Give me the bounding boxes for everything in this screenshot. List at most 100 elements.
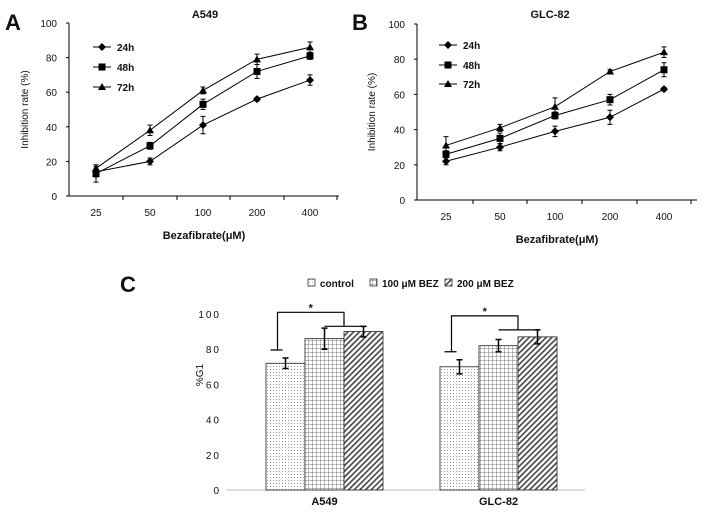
data-point-24h <box>660 85 668 94</box>
y-tick-label: 100 <box>40 19 57 30</box>
legend-label: 48h <box>117 63 134 74</box>
data-point-48h <box>146 142 154 150</box>
significance-bracket <box>270 311 366 351</box>
data-point-72h <box>146 126 154 134</box>
data-point-48h <box>496 134 504 142</box>
x-tick-label: A549 <box>311 496 337 508</box>
bar-control <box>439 366 480 491</box>
data-point-72h <box>442 141 450 149</box>
y-tick-label: 20 <box>46 157 58 168</box>
legend-marker-48h <box>98 63 106 71</box>
legend-label: control <box>320 279 354 290</box>
chart-panel-b: B GLC-82 0 20 40 60 80 100 25 50 100 200 400 Bezafibr… <box>352 9 697 246</box>
x-tick-label: 50 <box>494 212 506 223</box>
x-axis-label: Bezafibrate(μM) <box>516 234 599 246</box>
x-tick-label: GLC-82 <box>479 496 518 508</box>
chart-title: GLC-82 <box>530 9 569 21</box>
data-point-72h <box>253 55 261 63</box>
data-point-72h <box>606 67 614 75</box>
x-tick-label: 100 <box>547 212 564 223</box>
bar-100-μM-BEZ <box>478 345 519 491</box>
x-axis-label: Bezafibrate(μM) <box>163 230 246 242</box>
legend-marker-72h <box>98 83 106 90</box>
significance-marker: * <box>483 306 488 318</box>
data-point-48h <box>253 67 261 75</box>
bar-100-μM-BEZ <box>304 338 345 491</box>
legend-marker-72h <box>444 80 452 87</box>
y-axis-label: Inhibition rate (%) <box>367 73 378 151</box>
legend-label: 72h <box>463 80 480 91</box>
data-point-24h <box>551 127 559 136</box>
error-bar <box>321 327 328 350</box>
error-bar <box>495 338 502 353</box>
data-point-48h <box>92 170 100 178</box>
legend-label: 24h <box>117 43 134 54</box>
x-tick-label: 200 <box>602 212 619 223</box>
legend-label: 24h <box>463 41 480 52</box>
x-tick-label: 25 <box>440 212 452 223</box>
bar-200-μM-BEZ <box>343 331 384 491</box>
y-tick-label: 40 <box>206 416 221 427</box>
y-tick-label: 20 <box>394 161 406 172</box>
y-tick-label: 0 <box>51 192 57 203</box>
y-tick-label: 60 <box>206 380 221 391</box>
data-point-24h <box>199 121 207 130</box>
legend-label: 200 μM BEZ <box>457 279 514 290</box>
x-tick-label: 400 <box>656 212 673 223</box>
x-tick-label: 400 <box>302 208 319 219</box>
data-point-24h <box>146 157 154 166</box>
y-tick-label: 60 <box>46 88 58 99</box>
data-point-72h <box>92 164 100 172</box>
data-point-48h <box>199 100 207 108</box>
y-tick-label: 80 <box>46 54 58 65</box>
legend-swatch <box>369 278 378 287</box>
error-bar <box>282 357 289 370</box>
x-tick-label: 25 <box>90 208 102 219</box>
panel-label: B <box>352 10 368 35</box>
data-point-72h <box>199 86 207 94</box>
y-tick-label: 0 <box>399 196 405 207</box>
data-point-24h <box>253 95 261 104</box>
y-tick-label: 80 <box>394 55 406 66</box>
panel-label: C <box>120 272 136 297</box>
y-tick-label: 40 <box>46 123 58 134</box>
significance-marker: * <box>309 302 314 314</box>
legend-marker-24h <box>444 41 452 49</box>
data-point-24h <box>306 76 314 85</box>
data-point-72h <box>660 48 668 56</box>
error-bar <box>456 359 463 375</box>
chart-title: A549 <box>192 9 218 21</box>
data-point-48h <box>306 52 314 60</box>
data-point-72h <box>306 43 314 51</box>
y-tick-label: 100 <box>198 310 221 321</box>
y-tick-label: 40 <box>394 126 406 137</box>
x-tick-label: 100 <box>195 208 212 219</box>
y-axis-label: %G1 <box>195 363 206 386</box>
data-point-48h <box>606 96 614 104</box>
data-point-24h <box>496 143 504 152</box>
legend-swatch <box>307 278 316 287</box>
data-point-48h <box>660 66 668 74</box>
legend-marker-48h <box>444 61 452 69</box>
data-point-24h <box>442 157 450 166</box>
chart-panel-a: A A549 0 20 40 60 80 100 25 50 100 200 400 Bezafibrat… <box>5 9 339 242</box>
legend-label: 72h <box>117 83 134 94</box>
y-tick-label: 60 <box>394 90 406 101</box>
data-point-24h <box>606 113 614 122</box>
y-tick-label: 100 <box>388 20 405 31</box>
x-tick-label: 50 <box>144 208 156 219</box>
panel-label: A <box>5 10 21 35</box>
y-axis-label: Inhibition rate (%) <box>20 70 31 148</box>
legend-label: 48h <box>463 61 480 72</box>
y-tick-label: 80 <box>206 345 221 356</box>
legend-marker-24h <box>98 43 106 51</box>
x-tick-label: 200 <box>249 208 266 219</box>
bar-200-μM-BEZ <box>517 336 558 491</box>
data-point-72h <box>551 102 559 110</box>
bar-control <box>265 362 306 491</box>
y-tick-label: 20 <box>206 451 221 462</box>
chart-panel-c: C 0 20 40 60 80 100 %G1 A549 * GLC-82 * control 100 μ… <box>120 272 585 508</box>
data-point-72h <box>496 123 504 131</box>
